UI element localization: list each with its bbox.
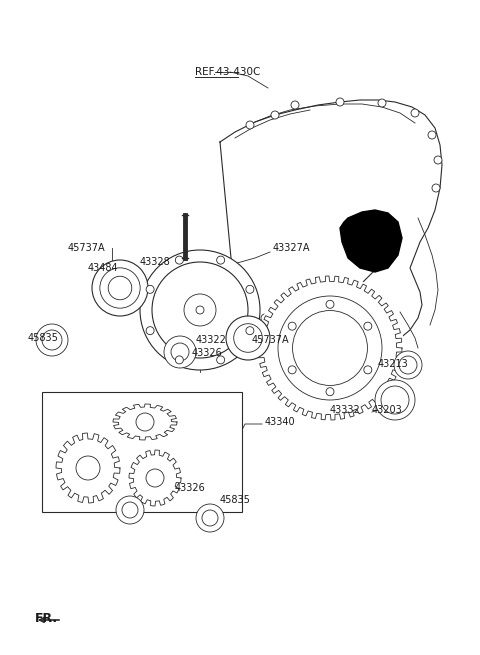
- Circle shape: [122, 502, 138, 518]
- Circle shape: [288, 322, 296, 330]
- Circle shape: [399, 356, 417, 374]
- Circle shape: [246, 121, 254, 129]
- Circle shape: [136, 413, 154, 431]
- Circle shape: [175, 256, 183, 264]
- Circle shape: [375, 380, 415, 420]
- Circle shape: [76, 456, 100, 480]
- Text: 43484: 43484: [88, 263, 119, 273]
- Circle shape: [184, 294, 216, 326]
- Circle shape: [246, 286, 254, 293]
- Circle shape: [326, 301, 334, 309]
- Circle shape: [336, 98, 344, 106]
- Circle shape: [146, 327, 154, 335]
- Circle shape: [291, 101, 299, 109]
- Text: 43328: 43328: [140, 257, 171, 267]
- Circle shape: [164, 336, 196, 368]
- Polygon shape: [220, 100, 442, 352]
- Circle shape: [216, 356, 225, 364]
- Circle shape: [394, 351, 422, 379]
- Circle shape: [146, 469, 164, 487]
- Circle shape: [381, 386, 409, 414]
- Text: REF.43-430C: REF.43-430C: [195, 67, 260, 77]
- Circle shape: [364, 322, 372, 330]
- Text: 43213: 43213: [378, 359, 409, 369]
- Circle shape: [92, 260, 148, 316]
- Text: 45737A: 45737A: [252, 335, 289, 345]
- Text: 45835: 45835: [220, 495, 251, 505]
- Circle shape: [226, 316, 270, 360]
- Circle shape: [434, 156, 442, 164]
- Circle shape: [246, 327, 254, 335]
- Circle shape: [364, 366, 372, 374]
- Circle shape: [146, 286, 154, 293]
- Text: 43203: 43203: [372, 405, 403, 415]
- Text: 43327A: 43327A: [273, 243, 311, 253]
- Circle shape: [316, 346, 324, 354]
- Text: FR.: FR.: [35, 612, 58, 624]
- Circle shape: [292, 310, 368, 385]
- Circle shape: [288, 366, 296, 374]
- Circle shape: [278, 296, 382, 400]
- Circle shape: [216, 256, 225, 264]
- Circle shape: [36, 324, 68, 356]
- Text: 43332: 43332: [330, 405, 361, 415]
- Circle shape: [432, 184, 440, 192]
- Circle shape: [171, 343, 189, 361]
- Text: 43326: 43326: [175, 483, 206, 493]
- Circle shape: [116, 496, 144, 524]
- Circle shape: [108, 276, 132, 300]
- Circle shape: [152, 262, 248, 358]
- Circle shape: [175, 356, 183, 364]
- Circle shape: [271, 111, 279, 119]
- Text: 43326: 43326: [192, 348, 223, 358]
- Circle shape: [428, 131, 436, 139]
- Circle shape: [276, 334, 284, 342]
- Circle shape: [256, 274, 404, 422]
- FancyBboxPatch shape: [42, 392, 242, 512]
- Circle shape: [378, 99, 386, 107]
- Circle shape: [234, 324, 262, 352]
- Text: 43322: 43322: [196, 335, 227, 345]
- Circle shape: [100, 268, 140, 308]
- Circle shape: [196, 504, 224, 532]
- Circle shape: [140, 250, 260, 370]
- Text: 45835: 45835: [28, 333, 59, 343]
- Circle shape: [411, 109, 419, 117]
- Circle shape: [261, 314, 269, 322]
- Circle shape: [202, 510, 218, 526]
- Text: 45737A: 45737A: [68, 243, 106, 253]
- Circle shape: [326, 388, 334, 396]
- Circle shape: [42, 330, 62, 350]
- Polygon shape: [340, 210, 402, 272]
- Text: 43340: 43340: [265, 417, 296, 427]
